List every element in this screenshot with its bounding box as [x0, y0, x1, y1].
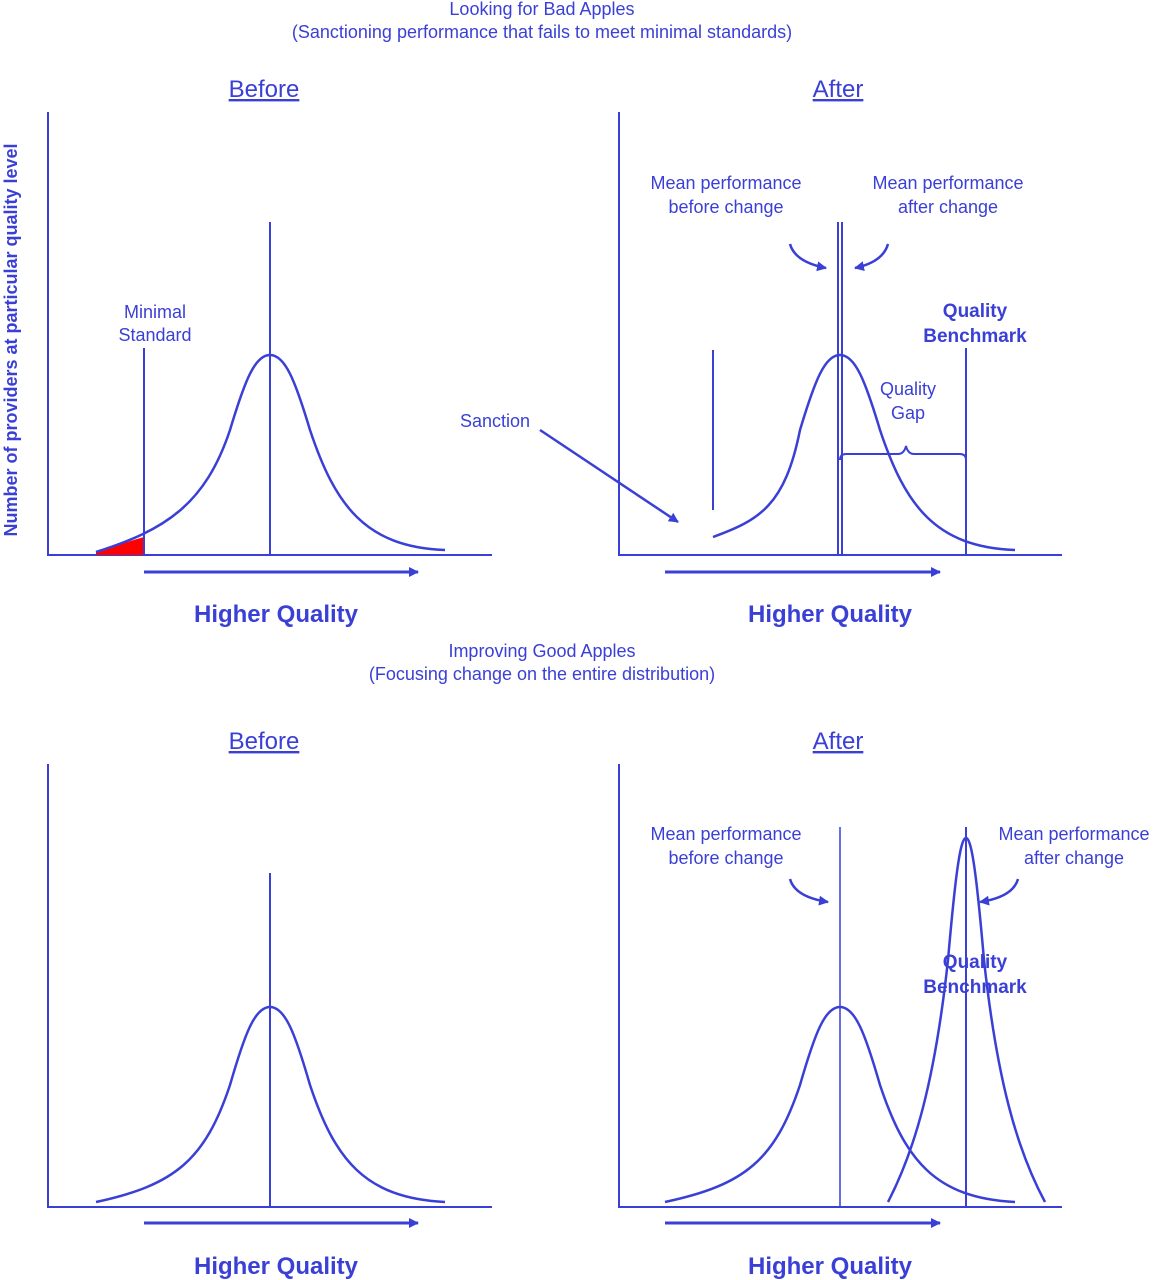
top-mean-before-arrow [788, 243, 827, 272]
bottom-before-axes [47, 764, 492, 1208]
bottom-mean-before-label-2: before change [668, 848, 783, 868]
quality-gap-brace [839, 445, 967, 461]
bottom-after-heading: After [813, 728, 864, 755]
bottom-after-axes [618, 764, 1062, 1208]
top-mean-after-label-2: after change [898, 197, 998, 217]
top-before-axes [47, 112, 492, 556]
top-mean-after-label-1: Mean performance [872, 173, 1023, 193]
minimal-standard-label-1: Minimal [124, 302, 186, 322]
top-benchmark-label-1: Quality [943, 301, 1008, 322]
bottom-mean-before-arrow [788, 878, 829, 906]
bottom-mean-after-label-1: Mean performance [998, 824, 1149, 844]
bottom-mean-after-label-2: after change [1024, 848, 1124, 868]
quality-gap-label-1: Quality [880, 379, 936, 399]
y-axis-label: Number of providers at particular qualit… [1, 143, 21, 536]
top-after-x-label: Higher Quality [748, 601, 913, 628]
bottom-after-panel: After Mean performance before change Mea… [618, 728, 1150, 1280]
quality-gap-label-2: Gap [891, 403, 925, 423]
top-after-heading: After [813, 76, 864, 103]
top-mean-before-label-2: before change [668, 197, 783, 217]
top-after-distribution-curve [712, 353, 1016, 552]
bottom-mean-before-label-1: Mean performance [650, 824, 801, 844]
bottom-before-panel: Before Higher Quality [47, 728, 492, 1280]
bottom-benchmark-label-1: Quality [943, 952, 1008, 973]
bottom-section-subtitle: (Focusing change on the entire distribut… [369, 664, 715, 684]
top-mean-after-arrow [854, 243, 890, 272]
below-standard-area [96, 537, 144, 555]
bottom-after-x-label: Higher Quality [748, 1253, 913, 1280]
top-before-x-label: Higher Quality [194, 601, 359, 628]
top-before-panel: Before Number of providers at particular… [1, 76, 492, 628]
top-before-heading: Before [229, 76, 300, 103]
top-mean-before-label-1: Mean performance [650, 173, 801, 193]
sanction-label: Sanction [460, 411, 530, 431]
top-after-axes [618, 112, 1062, 556]
top-section-subtitle: (Sanctioning performance that fails to m… [292, 22, 792, 42]
top-section-title: Looking for Bad Apples [449, 0, 634, 19]
bottom-section-title: Improving Good Apples [448, 641, 635, 661]
bottom-before-heading: Before [229, 728, 300, 755]
sanction-arrow [539, 428, 679, 524]
bottom-mean-after-arrow [979, 878, 1020, 906]
minimal-standard-label-2: Standard [118, 325, 191, 345]
top-benchmark-label-2: Benchmark [923, 326, 1027, 347]
top-after-panel: After Mean performance before change Mea… [460, 76, 1062, 628]
bottom-before-x-label: Higher Quality [194, 1253, 359, 1280]
bottom-benchmark-label-2: Benchmark [923, 977, 1027, 998]
